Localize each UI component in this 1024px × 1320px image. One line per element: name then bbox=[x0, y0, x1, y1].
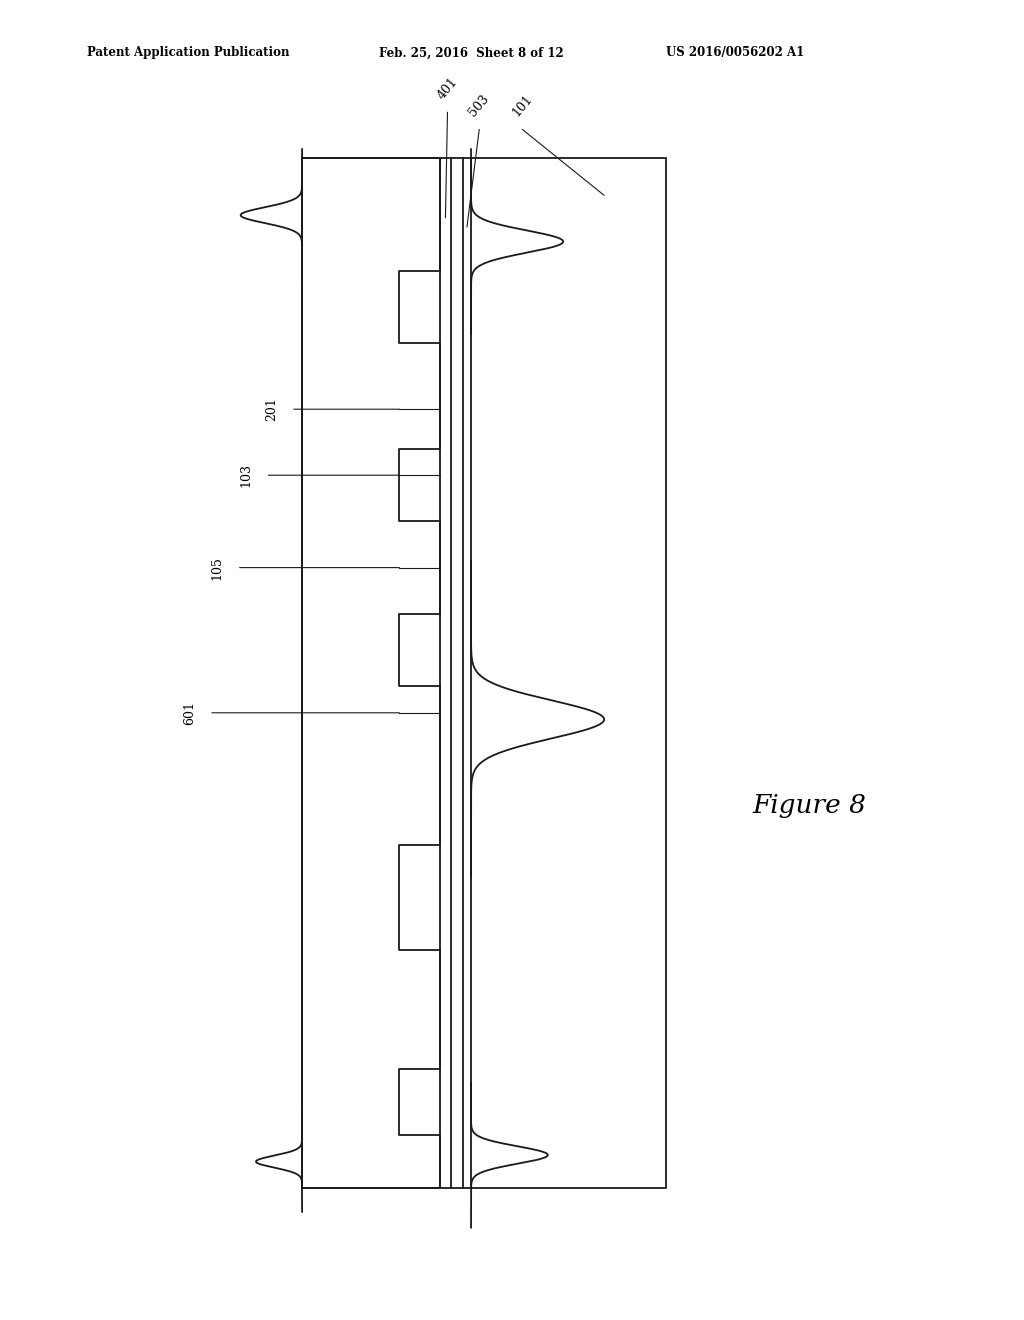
Text: Feb. 25, 2016  Sheet 8 of 12: Feb. 25, 2016 Sheet 8 of 12 bbox=[379, 46, 563, 59]
Text: 401: 401 bbox=[435, 75, 460, 102]
Text: US 2016/0056202 A1: US 2016/0056202 A1 bbox=[666, 46, 804, 59]
Text: 101: 101 bbox=[510, 92, 535, 119]
Text: Patent Application Publication: Patent Application Publication bbox=[87, 46, 290, 59]
Text: 105: 105 bbox=[211, 556, 223, 579]
Text: 503: 503 bbox=[467, 92, 492, 119]
Text: 201: 201 bbox=[265, 397, 278, 421]
Text: 601: 601 bbox=[183, 701, 196, 725]
Text: 103: 103 bbox=[240, 463, 252, 487]
Text: Figure 8: Figure 8 bbox=[752, 793, 866, 817]
Bar bbox=[302, 158, 666, 1188]
